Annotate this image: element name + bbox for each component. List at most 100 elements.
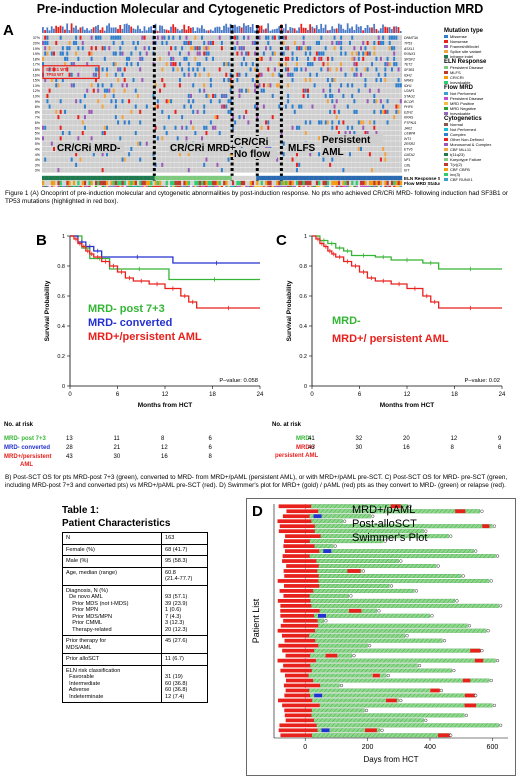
top-histogram-bar xyxy=(271,29,274,33)
status-track-cell xyxy=(64,180,67,186)
status-track-cell xyxy=(207,185,211,187)
percent-label: 6% xyxy=(35,126,41,130)
mutation-cell xyxy=(187,67,190,72)
mutation-cell xyxy=(181,125,184,130)
gene-label: TET2 xyxy=(404,63,412,67)
status-track-cell xyxy=(145,180,149,186)
status-track-cell xyxy=(318,180,321,186)
status-track-cell xyxy=(225,180,228,186)
swimmer-bar-pre xyxy=(277,579,319,583)
top-histogram-bar xyxy=(48,30,51,33)
mutation-cell xyxy=(61,46,64,51)
status-track-cell xyxy=(68,180,71,186)
mutation-cell xyxy=(320,51,323,56)
mutation-cell xyxy=(390,46,393,51)
gene-label: KIT xyxy=(404,169,410,173)
status-track-cell xyxy=(293,180,297,186)
mutation-cell xyxy=(141,78,144,83)
table-cell-label: Male (%) xyxy=(62,555,162,568)
mutation-cell xyxy=(101,67,104,72)
status-track-cell xyxy=(379,185,383,187)
legend-item: Inframe indel xyxy=(444,54,520,59)
status-track-cell xyxy=(75,185,78,187)
top-histogram-bar xyxy=(267,23,270,33)
top-histogram-bar xyxy=(212,30,214,33)
mutation-cell xyxy=(212,125,215,130)
mutation-cell xyxy=(59,35,62,40)
mutation-cell xyxy=(302,93,305,98)
top-histogram-bar xyxy=(209,29,212,33)
censor-marker xyxy=(480,509,484,513)
legend-item: Not Performed xyxy=(444,91,520,96)
status-track-cell xyxy=(395,175,398,181)
percent-label: 7% xyxy=(35,116,41,120)
swimmer-bar-pre xyxy=(285,653,311,658)
status-track-cell xyxy=(309,180,312,186)
mutation-cell xyxy=(351,67,354,72)
mutation-cell xyxy=(75,35,78,40)
status-track-cell xyxy=(194,175,197,181)
status-track-cell xyxy=(136,185,140,187)
swimmer-bar xyxy=(314,544,334,549)
mutation-cell xyxy=(156,35,159,40)
status-track-cell xyxy=(335,185,339,187)
top-histogram-bar xyxy=(399,30,402,33)
mutation-cell xyxy=(273,67,276,72)
mutation-cell xyxy=(123,157,126,162)
mutation-cell xyxy=(108,88,111,93)
top-histogram-bar xyxy=(181,29,183,33)
mutation-cell xyxy=(170,99,173,104)
status-track-cell xyxy=(320,175,323,181)
top-histogram-bar xyxy=(161,25,164,33)
mutation-cell xyxy=(123,88,126,93)
censor-marker xyxy=(380,728,384,732)
top-histogram-bar xyxy=(289,27,292,33)
gene-label: ZRSR2 xyxy=(403,142,415,146)
mutation-cell xyxy=(103,56,106,61)
x-tick-label: 24 xyxy=(257,392,264,398)
mutation-cell xyxy=(121,99,124,104)
legend-heading: Flow MRD xyxy=(444,85,473,91)
mutation-cell xyxy=(329,162,332,167)
top-histogram-bar xyxy=(240,27,243,33)
mutation-cell xyxy=(262,104,265,109)
x-tick-label: 24 xyxy=(499,392,506,398)
status-track-cell xyxy=(351,175,354,181)
percent-label: 16% xyxy=(33,73,41,77)
status-track-cell xyxy=(368,185,372,187)
status-track-cell xyxy=(81,180,85,186)
top-histogram-bar xyxy=(254,30,256,33)
table-row: Age, median (range) 60.8 (21.4-77.7) xyxy=(62,566,208,586)
censor-marker xyxy=(417,663,422,668)
mutation-cell xyxy=(198,88,201,93)
gene-label: DNMT3A xyxy=(404,36,419,40)
table-row: Female (%) 68 (41.7) xyxy=(62,543,208,556)
top-histogram-bar xyxy=(384,26,387,33)
mutation-cell xyxy=(145,104,148,109)
mutation-cell xyxy=(207,40,210,45)
mutation-cell xyxy=(304,131,307,136)
legend-heading: ELN Response xyxy=(444,59,487,65)
mutation-cell xyxy=(216,115,219,120)
mutation-cell xyxy=(353,131,356,136)
mutation-cell xyxy=(48,88,51,93)
status-track-cell xyxy=(55,180,58,186)
mutation-cell xyxy=(159,88,162,93)
mutation-cell xyxy=(258,72,261,77)
status-track-cell xyxy=(207,175,211,181)
censor-marker xyxy=(492,703,496,708)
mutation-cell xyxy=(397,67,400,72)
top-histogram-bar xyxy=(223,25,225,33)
top-histogram-bar xyxy=(46,27,49,33)
swimmer-bar-pre xyxy=(284,539,310,543)
mutation-cell xyxy=(366,40,369,45)
status-track-cell xyxy=(282,180,286,186)
status-track-cell xyxy=(351,185,354,187)
swimmer-bar xyxy=(311,708,365,713)
status-track-cell xyxy=(364,185,367,187)
mutation-cell xyxy=(353,56,356,61)
legend-item: Normal xyxy=(444,122,520,127)
mutation-cell xyxy=(355,51,358,56)
group-label: Persistent xyxy=(322,135,371,146)
status-track-cell xyxy=(260,185,264,187)
